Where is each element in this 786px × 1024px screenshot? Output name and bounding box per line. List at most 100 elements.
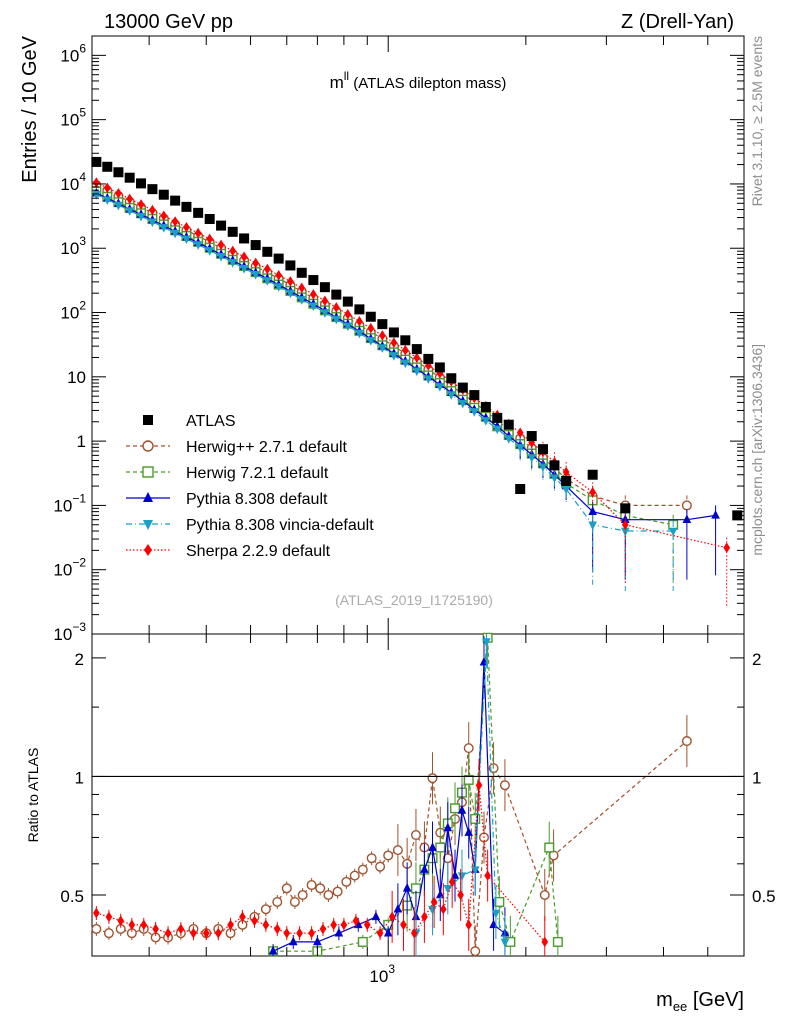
legend-marker: [143, 415, 153, 425]
ratio-point: [428, 842, 437, 851]
atlas-data-point: [561, 475, 572, 486]
ratio-point: [306, 880, 317, 891]
atlas-data-point: [537, 444, 548, 455]
y-axis-label: Entries / 10 GeV: [19, 35, 41, 182]
data-point: [182, 235, 191, 245]
ratio-point: [371, 911, 381, 921]
ratio-point: [435, 842, 446, 853]
y-tick-label-exp: −1: [72, 491, 86, 505]
legend-label: Pythia 8.308 vincia-default: [186, 517, 374, 534]
ratio-point: [440, 903, 447, 915]
y-tick-label-base: 10: [53, 561, 72, 580]
legend-item: Herwig 7.2.1 default: [126, 465, 329, 482]
ratio-point: [332, 886, 343, 897]
atlas-data-point: [457, 382, 468, 393]
ratio-point: [260, 904, 271, 915]
ratio-point: [450, 803, 461, 814]
process-label: Z (Drell-Yan): [621, 11, 734, 33]
ratio-point: [190, 927, 197, 939]
ratio-point: [463, 743, 474, 754]
data-point: [239, 264, 249, 274]
series-4: [93, 177, 731, 608]
y-tick-label: 105: [60, 106, 86, 130]
ratio-point: [376, 927, 384, 939]
atlas-data-point: [620, 503, 631, 514]
data-point: [206, 233, 213, 245]
data-point: [252, 257, 259, 269]
ratio-panel: [91, 633, 745, 957]
ratio-point: [470, 866, 480, 875]
ratio-point: [443, 884, 453, 894]
ratio-point: [464, 827, 474, 836]
legend-label: Sherpa 2.2.9 default: [186, 543, 331, 560]
ratio-point: [105, 911, 113, 923]
ratio-point: [164, 927, 172, 939]
x-axis-label-unit: [GeV]: [687, 989, 744, 1011]
data-point: [516, 427, 524, 439]
data-point: [102, 196, 112, 205]
ratio-point: [499, 780, 510, 791]
data-point: [390, 337, 398, 348]
ratio-point: [357, 864, 368, 875]
ratio-point: [239, 911, 246, 923]
data-point: [344, 308, 352, 320]
ratio-point: [489, 919, 498, 929]
atlas-data-point: [250, 240, 261, 251]
analysis-id: (ATLAS_2019_I1725190): [335, 592, 493, 608]
data-point: [115, 188, 122, 199]
y-tick-label-base: 10: [67, 368, 86, 387]
data-point: [264, 263, 271, 275]
y-tick-label: 1: [77, 432, 86, 451]
data-point: [562, 466, 570, 478]
ratio-point: [308, 927, 315, 939]
ratio-point: [128, 919, 136, 931]
y-tick-label: 10: [67, 368, 86, 387]
data-point: [681, 500, 692, 511]
data-point: [424, 375, 433, 384]
data-point: [343, 322, 353, 332]
legend-label: ATLAS: [186, 413, 236, 430]
legend-item: Pythia 8.308 vincia-default: [126, 517, 374, 534]
atlas-data-point: [216, 220, 227, 231]
ratio-point: [313, 936, 322, 946]
data-point: [251, 271, 260, 280]
ratio-point: [491, 909, 501, 919]
atlas-data-point: [227, 226, 238, 237]
ratio-point: [281, 883, 292, 894]
data-point: [561, 485, 571, 495]
atlas-data-point: [193, 207, 204, 218]
y-tick-label-base: 1: [77, 432, 86, 451]
atlas-data-point: [503, 419, 514, 430]
atlas-data-point: [388, 327, 399, 338]
atlas-data-point: [147, 184, 158, 195]
data-point: [711, 510, 720, 519]
data-point: [550, 474, 559, 483]
ratio-point: [552, 936, 563, 947]
legend-marker: [142, 466, 154, 478]
atlas-data-point: [285, 260, 296, 271]
data-point: [389, 352, 399, 361]
ratio-point: [443, 822, 453, 832]
x-axis-label: mee [GeV]: [656, 989, 744, 1014]
data-point: [287, 276, 294, 287]
ratio-point: [421, 911, 428, 923]
data-point: [621, 519, 629, 531]
y-tick-label-base: 10: [60, 46, 79, 65]
legend-label: Herwig++ 2.7.1 default: [186, 439, 348, 456]
ratio-point: [262, 919, 270, 931]
ratio-point: [283, 927, 291, 939]
data-point: [171, 216, 179, 227]
ratio-point: [93, 907, 100, 919]
y-tick-label-exp: 5: [79, 106, 86, 120]
series-3: [92, 191, 678, 591]
data-point: [435, 383, 445, 392]
ratio-point: [457, 805, 467, 814]
ratio-point: [475, 779, 483, 791]
legend-label: Herwig 7.2.1 default: [186, 465, 329, 482]
atlas-data-point: [273, 253, 284, 264]
data-point: [148, 218, 157, 228]
ratio-point: [681, 736, 692, 747]
data-point: [114, 201, 123, 211]
atlas-data-point: [342, 296, 353, 307]
y-tick-label-base: 10: [60, 111, 79, 130]
